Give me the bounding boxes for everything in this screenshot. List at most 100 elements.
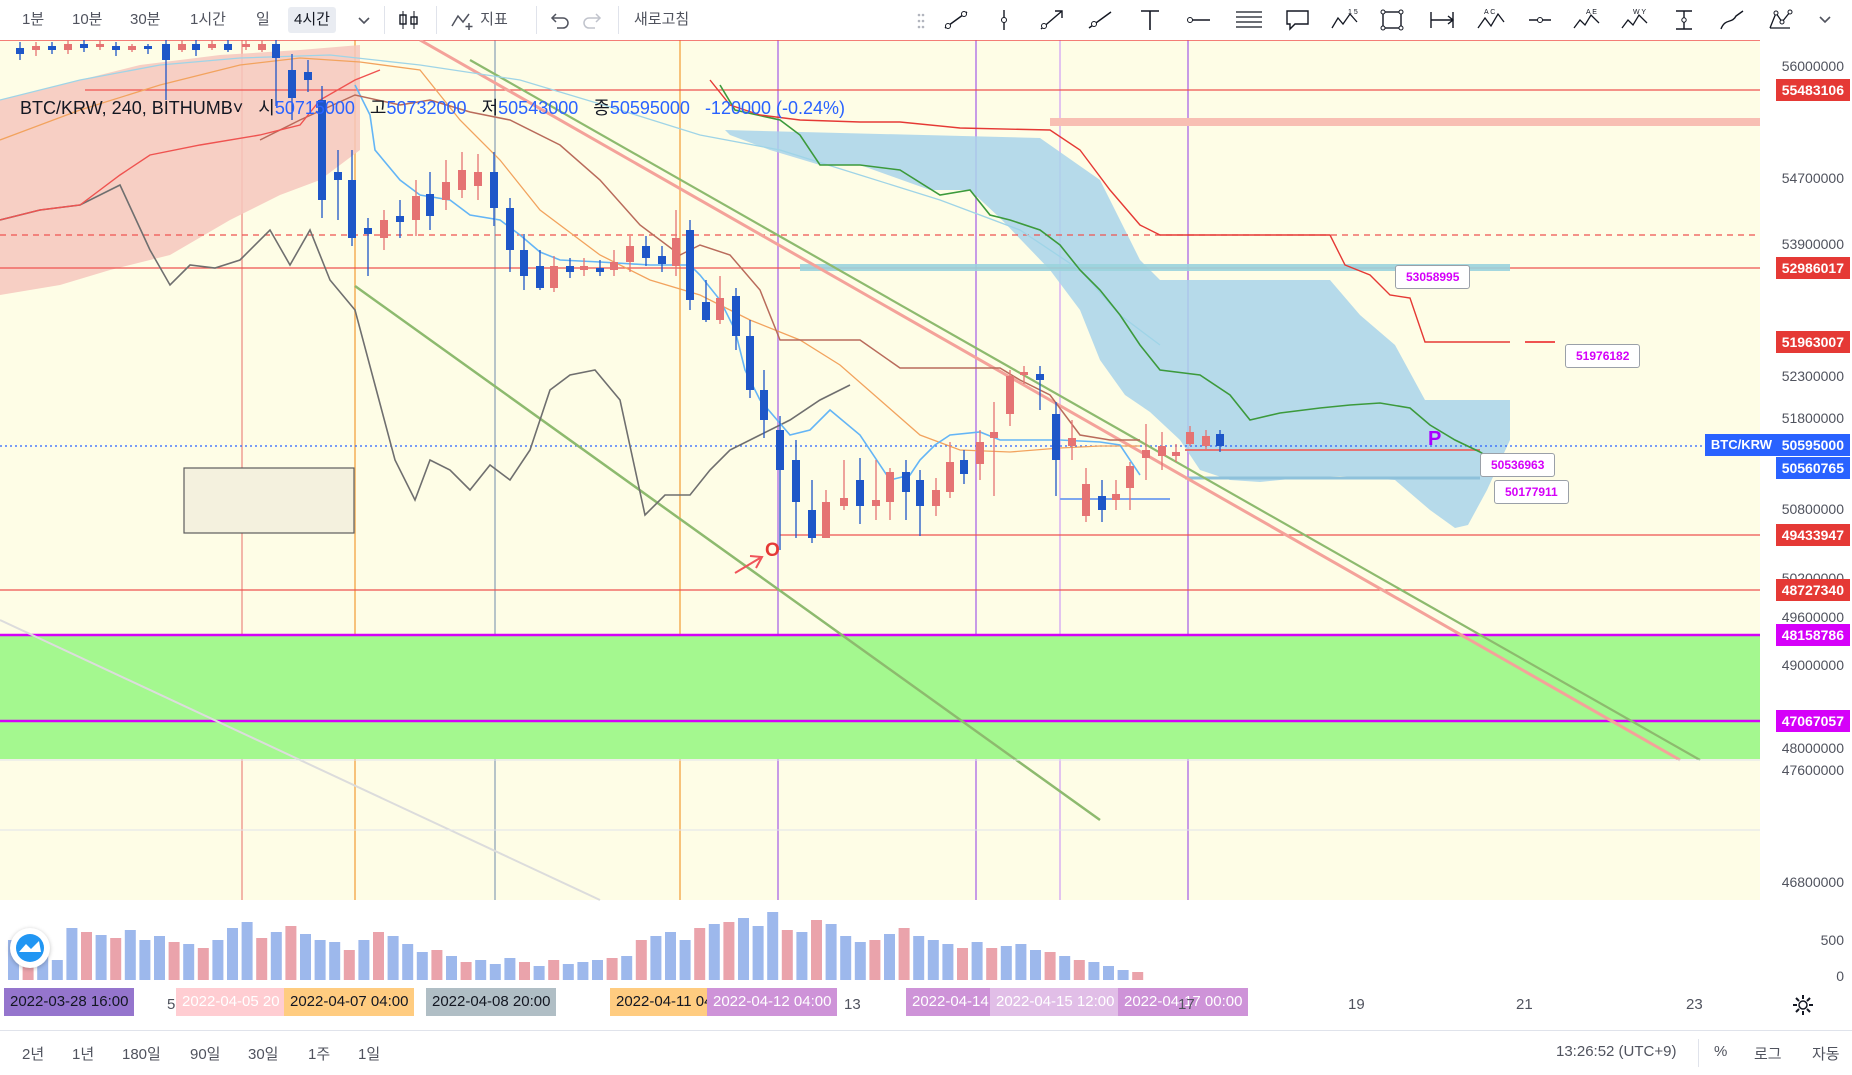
price-chart-canvas[interactable] bbox=[0, 40, 1852, 1024]
candle-body bbox=[932, 490, 940, 506]
volume-bar bbox=[592, 960, 603, 980]
measure-tool-icon[interactable] bbox=[1664, 4, 1704, 36]
timeframe-day[interactable]: 일 bbox=[256, 11, 270, 28]
chevron-down-icon[interactable] bbox=[354, 10, 374, 30]
price-tag-level: 49433947 bbox=[1775, 524, 1850, 546]
last-price-tag: 50595000 bbox=[1775, 434, 1850, 456]
candle-body bbox=[128, 46, 136, 50]
candle-body bbox=[192, 44, 200, 50]
rectangle-tool-icon[interactable] bbox=[1372, 4, 1412, 36]
timeframe-4hour[interactable]: 4시간 bbox=[288, 7, 336, 33]
candle-body bbox=[318, 100, 326, 200]
symbol-label[interactable]: BTC/KRW, 240, BITHUMB bbox=[20, 98, 233, 118]
refresh-button[interactable]: 새로고침 bbox=[634, 11, 690, 28]
callout-tool-icon[interactable] bbox=[1278, 4, 1318, 36]
range-180d[interactable]: 180일 bbox=[122, 1046, 161, 1063]
date-tick: 19 bbox=[1348, 996, 1365, 1013]
volume-bar bbox=[781, 930, 793, 980]
vertical-line-tool-icon[interactable] bbox=[984, 4, 1024, 36]
candle-body bbox=[536, 266, 544, 288]
date-tick: 5 bbox=[167, 996, 176, 1013]
anchor-line-tool-icon[interactable] bbox=[1520, 4, 1560, 36]
open-value: 50715000 bbox=[274, 98, 355, 118]
range-30d[interactable]: 30일 bbox=[248, 1046, 279, 1063]
candle-body bbox=[856, 480, 864, 506]
range-1w[interactable]: 1주 bbox=[308, 1046, 331, 1063]
candle-body bbox=[1186, 432, 1194, 444]
timeframe-10min[interactable]: 10분 bbox=[72, 11, 103, 28]
price-callout[interactable]: 50536963 bbox=[1480, 453, 1556, 477]
auto-toggle[interactable]: 자동 bbox=[1812, 1046, 1840, 1063]
undo-icon[interactable] bbox=[548, 9, 570, 31]
symbol-tag: BTC/KRW bbox=[1704, 434, 1778, 456]
volume-bar bbox=[139, 940, 151, 980]
rectangle-drawing[interactable] bbox=[183, 467, 355, 534]
timeframe-1min[interactable]: 1분 bbox=[22, 11, 45, 28]
candle-body bbox=[288, 70, 296, 98]
gear-icon[interactable] bbox=[1792, 994, 1814, 1016]
date-tick: 17 bbox=[1178, 996, 1195, 1013]
chart-pane[interactable]: BTC/KRW, 240, BITHUMB˅ 시50715000 고507320… bbox=[0, 40, 1852, 1024]
volume-bar bbox=[212, 940, 224, 980]
arrow-tool-icon[interactable] bbox=[1032, 4, 1072, 36]
brush-tool-icon[interactable] bbox=[1712, 4, 1752, 36]
open-label: 시 bbox=[258, 98, 275, 118]
wy-pattern-tool-icon[interactable]: W Y bbox=[1614, 4, 1654, 36]
price-axis[interactable]: 56000000 54700000 53900000 52300000 5180… bbox=[1760, 40, 1852, 948]
price-range-tool-icon[interactable] bbox=[1422, 4, 1462, 36]
range-1d[interactable]: 1일 bbox=[358, 1046, 381, 1063]
candle-body bbox=[520, 250, 528, 276]
volume-bar bbox=[738, 918, 749, 980]
candle-body bbox=[792, 460, 800, 502]
fib-retracement-tool-icon[interactable] bbox=[1228, 4, 1268, 36]
volume-bar bbox=[723, 922, 735, 980]
price-callout[interactable]: 51976182 bbox=[1565, 344, 1641, 368]
candle-body bbox=[580, 266, 588, 270]
ae-pattern-tool-icon[interactable]: A E bbox=[1566, 4, 1606, 36]
horizontal-ray-tool-icon[interactable] bbox=[1178, 4, 1218, 36]
range-90d[interactable]: 90일 bbox=[190, 1046, 221, 1063]
elliott-wave-tool-icon[interactable]: 1 5 bbox=[1324, 4, 1364, 36]
candle-body bbox=[178, 44, 186, 50]
volume-bar bbox=[110, 938, 122, 980]
price-callout[interactable]: 53058995 bbox=[1395, 265, 1471, 289]
candle-body bbox=[1158, 446, 1166, 456]
timeframe-30min[interactable]: 30분 bbox=[130, 11, 161, 28]
log-toggle[interactable]: 로그 bbox=[1754, 1046, 1782, 1063]
indicators-button[interactable]: 지표 bbox=[450, 7, 508, 33]
ray-tool-icon[interactable] bbox=[1080, 4, 1120, 36]
drag-handle-icon[interactable] bbox=[916, 12, 926, 30]
price-callout[interactable]: 50177911 bbox=[1494, 480, 1569, 504]
trend-line-tool-icon[interactable] bbox=[936, 4, 976, 36]
volume-bar bbox=[51, 960, 63, 980]
time-axis[interactable]: 2022-03-28 16:00 5 2022-04-05 20 2022-04… bbox=[0, 984, 1852, 1030]
percent-toggle[interactable]: % bbox=[1714, 1043, 1728, 1060]
volume-bar bbox=[694, 928, 706, 980]
redo-icon[interactable] bbox=[582, 9, 604, 31]
candle-body bbox=[1098, 496, 1106, 510]
volume-bar bbox=[927, 940, 939, 980]
candle-style-icon[interactable] bbox=[396, 8, 422, 32]
candle-body bbox=[976, 442, 984, 464]
timeframe-1hour[interactable]: 1시간 bbox=[190, 11, 226, 28]
abcd-pattern-tool-icon[interactable]: A C bbox=[1470, 4, 1510, 36]
candle-body bbox=[776, 430, 784, 470]
range-1y[interactable]: 1년 bbox=[72, 1046, 95, 1063]
logo-icon[interactable] bbox=[10, 928, 50, 968]
volume-bar bbox=[314, 940, 326, 980]
candle-body bbox=[916, 480, 924, 506]
volume-bar bbox=[270, 932, 282, 980]
date-chip: 2022-03-28 16:00 bbox=[4, 988, 135, 1016]
price-tag-level: 50560765 bbox=[1775, 457, 1850, 479]
more-tools-chevron-icon[interactable] bbox=[1810, 8, 1840, 32]
candle-body bbox=[1202, 436, 1210, 446]
candle-body bbox=[258, 44, 266, 50]
range-2y[interactable]: 2년 bbox=[22, 1046, 45, 1063]
low-label: 저 bbox=[481, 98, 499, 118]
shapes-tool-icon[interactable] bbox=[1760, 4, 1800, 36]
indicators-label: 지표 bbox=[480, 11, 508, 28]
support-zone bbox=[0, 635, 1760, 759]
date-chip: 2022-04-07 04:00 bbox=[284, 988, 415, 1016]
text-tool-icon[interactable] bbox=[1130, 4, 1170, 36]
candle-body bbox=[162, 44, 170, 60]
